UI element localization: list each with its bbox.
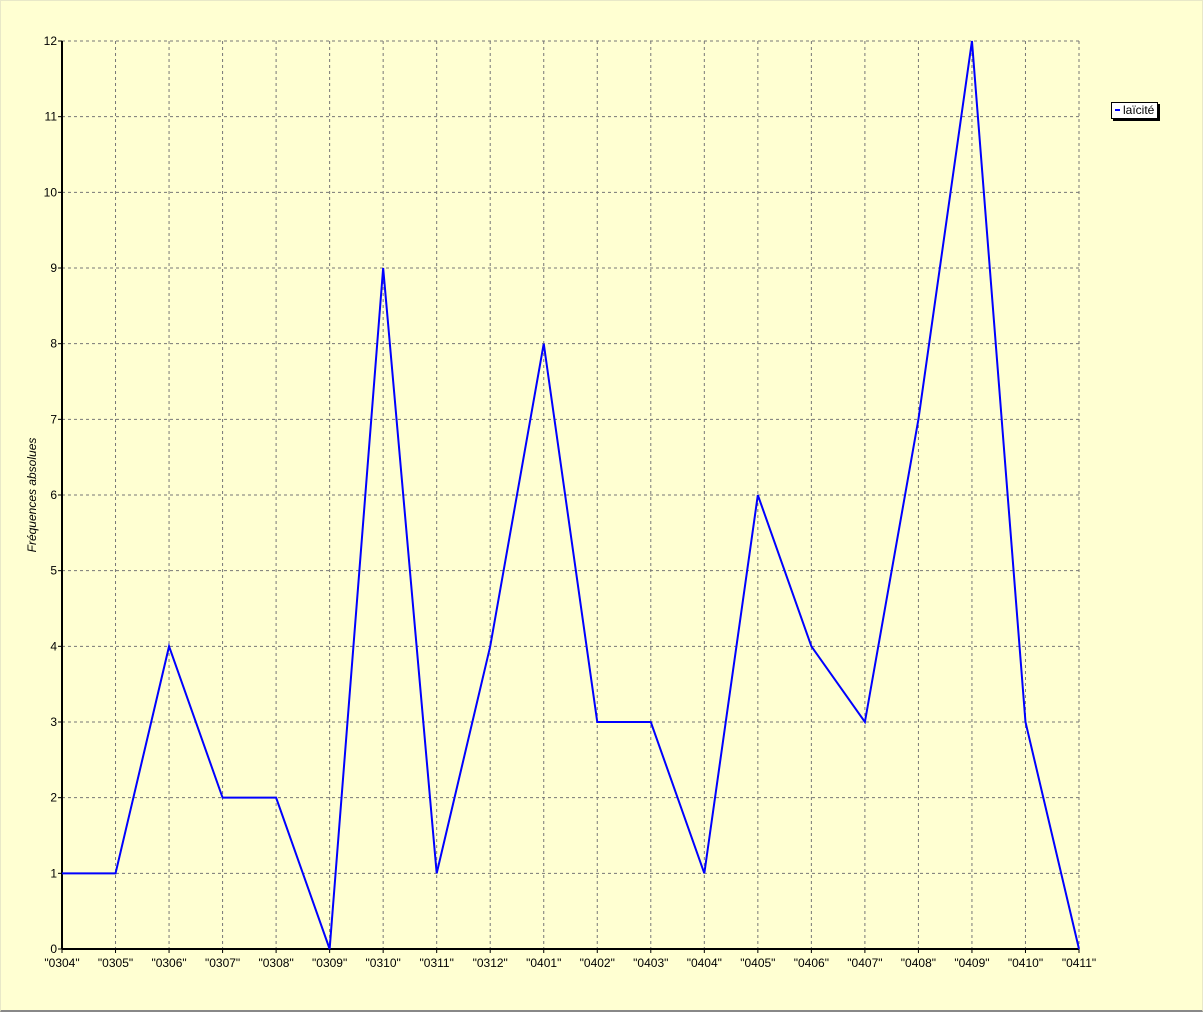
x-tick-label: "0410" [1008,956,1043,970]
x-tick-label: "0311" [420,956,454,970]
y-tick-label: 0 [50,942,57,956]
x-tick-label: "0403" [633,956,668,970]
y-tick-label: 3 [50,715,57,729]
x-tick-label: "0411" [1062,956,1096,970]
x-tick-label: "0307" [205,956,240,970]
y-tick-label: 5 [50,564,57,578]
y-tick-label: 7 [50,412,57,426]
y-tick-label: 11 [45,110,58,124]
x-tick-label: "0401" [526,956,561,970]
x-tick-label: "0310" [366,956,401,970]
x-tick-label: "0405" [740,956,775,970]
y-tick-label: 1 [50,866,57,880]
x-tick-label: "0408" [901,956,936,970]
x-tick-label: "0305" [98,956,133,970]
legend: laïcité [1111,102,1159,119]
x-tick-label: "0407" [847,956,882,970]
x-tick-label: "0308" [258,956,293,970]
y-axis-label: Fréquences absolues [25,437,39,553]
y-tick-label: 10 [44,185,58,199]
x-tick-label: "0312" [473,956,508,970]
legend-label: laïcité [1123,103,1155,117]
x-tick-label: "0406" [794,956,829,970]
y-tick-label: 2 [50,791,57,805]
y-tick-label: 4 [50,639,57,653]
x-tick-label: "0404" [687,956,722,970]
x-tick-label: "0309" [312,956,347,970]
x-tick-label: "0304" [44,956,79,970]
x-tick-label: "0306" [151,956,186,970]
x-tick-label: "0409" [954,956,989,970]
y-tick-label: 6 [50,488,57,502]
x-tick-label: "0402" [580,956,615,970]
y-tick-label: 12 [44,34,58,48]
legend-swatch [1115,109,1120,111]
y-tick-label: 9 [50,261,57,275]
y-tick-label: 8 [50,337,57,351]
series-line [62,40,1080,950]
